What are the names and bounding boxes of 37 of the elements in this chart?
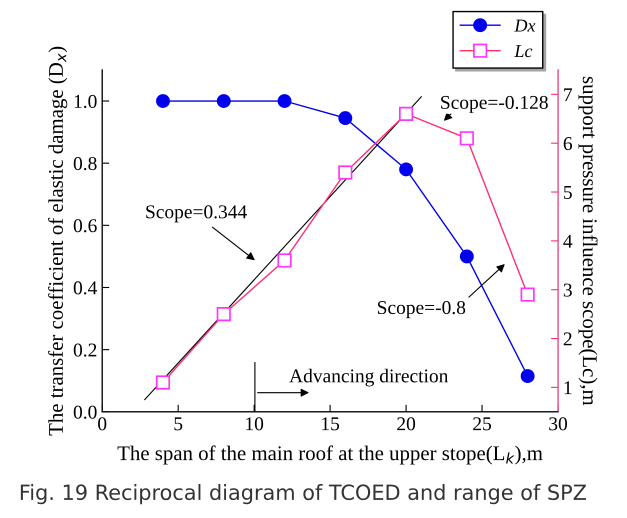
x-tick-label: 5 <box>174 417 182 430</box>
annotation: Scope=-0.8 <box>378 300 466 318</box>
y-tick-label: 0.0 <box>74 406 97 419</box>
y2-tick-label: 4 <box>563 234 572 248</box>
y2-tick-label: 6 <box>564 137 572 150</box>
y-tick-label: 0.6 <box>74 219 97 232</box>
x-tick-label: 20 <box>397 417 416 430</box>
point <box>338 111 352 126</box>
y2-tick-label: 5 <box>564 186 572 199</box>
point <box>156 94 170 108</box>
point <box>216 94 231 108</box>
y2-tick-label: 2 <box>564 332 572 346</box>
x-tick-label: 30 <box>549 417 568 430</box>
caption: Fig. 19 Reciprocal diagram of TCOED and range of SPZ <box>20 484 586 504</box>
annotation: Scope=-0.128 <box>441 96 548 113</box>
point <box>460 249 474 264</box>
annotation: Scope=0.344 <box>146 205 247 222</box>
point <box>520 369 535 384</box>
y-tick-label: 0.8 <box>74 156 97 170</box>
x-axis-title: The span of the main roof at the upper stope(L$_{k}$),m <box>118 445 543 465</box>
y-tick-label: 0.2 <box>74 343 96 357</box>
y-axis-title: The transfer coefficient of elastic damage (D$_{x}$) <box>48 46 68 436</box>
legend-label: Lc <box>514 45 532 58</box>
y-tick-label: 0.4 <box>74 281 98 295</box>
y-tick-label: 1.0 <box>74 94 97 108</box>
x-tick-label: 25 <box>473 417 492 430</box>
y2-tick-label: 1 <box>564 381 572 394</box>
point <box>399 162 414 176</box>
y2-tick-label: 7 <box>564 88 572 102</box>
y2-axis-title: support pressure influence scope(Lc),m <box>578 76 598 406</box>
annotation: Advancing direction <box>289 368 448 386</box>
y2-tick-label: 3 <box>564 284 572 297</box>
x-tick-label: 0 <box>98 417 106 430</box>
point <box>278 94 292 108</box>
x-tick-label: 10 <box>246 417 264 430</box>
x-tick-label: 15 <box>322 417 340 430</box>
legend-label: Dx <box>514 20 536 32</box>
